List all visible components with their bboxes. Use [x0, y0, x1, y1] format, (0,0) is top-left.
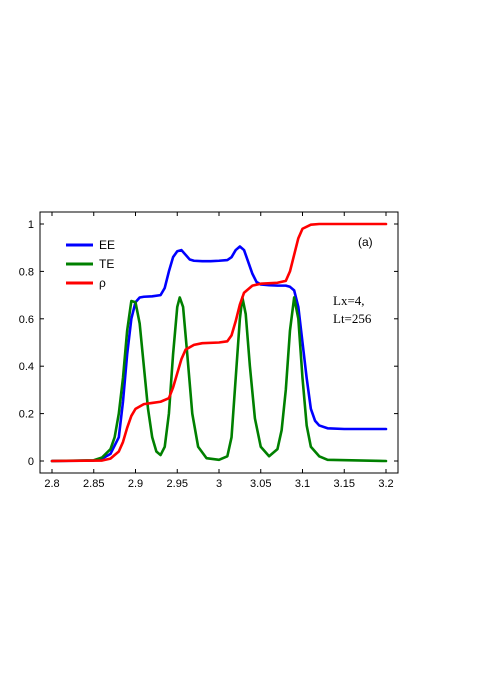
- legend-label-ee: EE: [99, 238, 115, 252]
- y-tick-label: 0.6: [19, 314, 34, 326]
- x-tick-label: 2.95: [167, 478, 188, 490]
- panel-label: (a): [358, 235, 373, 249]
- series-line-ee: [50, 245, 388, 463]
- series-line-rho: [50, 222, 388, 463]
- x-tick-label: 2.9: [128, 478, 143, 490]
- y-tick-label: 0.4: [19, 361, 34, 373]
- x-tick-label: 3.1: [295, 478, 310, 490]
- y-tick-label: 0.8: [19, 266, 34, 278]
- series-line-te: [50, 296, 388, 463]
- y-tick-label: 0.2: [19, 409, 34, 421]
- y-tick-label: 1: [28, 219, 34, 231]
- series-lines: [50, 222, 388, 463]
- y-tick-label: 0: [28, 456, 34, 468]
- x-tick-label: 3.05: [250, 478, 271, 490]
- x-tick-label: 3: [216, 478, 222, 490]
- legend-label-te: TE: [99, 257, 114, 271]
- x-tick-label: 2.8: [44, 478, 59, 490]
- axis-ticks: 2.8 2.85 2.9 2.95 3 3.05 3.1 3.15 3.2 0 0.2 0.4 0.6 0…: [19, 212, 398, 490]
- legend-label-rho: ρ: [99, 276, 106, 290]
- x-tick-label: 3.15: [334, 478, 355, 490]
- x-tick-label: 2.85: [83, 478, 104, 490]
- x-tick-label: 3.2: [378, 478, 393, 490]
- annotation-lt: Lt=256: [333, 311, 372, 326]
- annotation-lx: Lx=4,: [333, 293, 365, 308]
- legend: EE TE ρ: [66, 238, 115, 290]
